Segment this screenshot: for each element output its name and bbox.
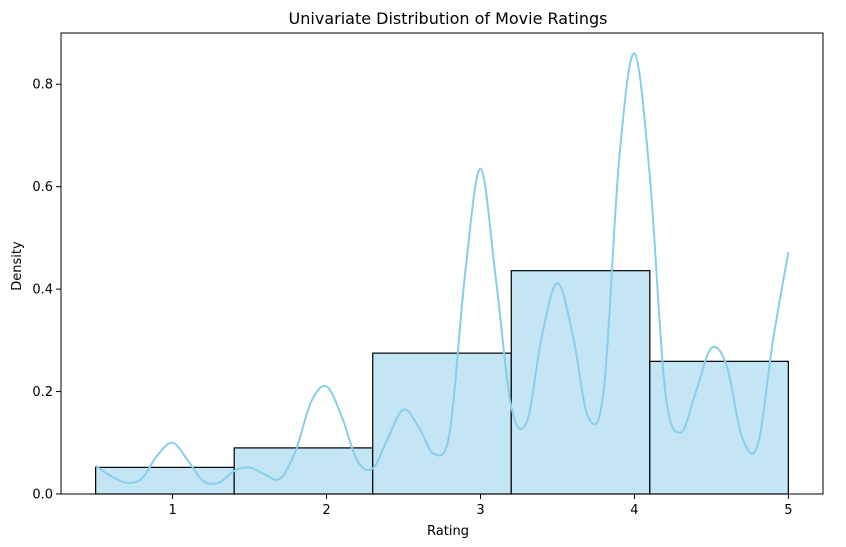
chart-title: Univariate Distribution of Movie Ratings [289,9,608,28]
y-axis-label: Density [10,241,25,291]
x-axis: 1 2 3 4 5 [168,494,793,518]
histogram-bar-2 [233,447,374,495]
y-tick-label: 0.6 [32,180,53,195]
y-axis: 0.0 0.2 0.4 0.6 0.8 [32,78,61,503]
histogram-bar-3 [372,352,512,495]
x-tick-label: 2 [322,503,330,518]
y-tick-label: 0.2 [32,385,53,400]
x-tick-label: 3 [476,503,484,518]
histogram-bars [95,270,789,495]
histogram-bar-1 [95,466,235,495]
x-tick-label: 1 [168,503,176,518]
plot-frame [60,32,824,495]
x-tick-label: 4 [630,503,638,518]
y-tick-label: 0.4 [32,283,53,298]
y-tick-label: 0.8 [32,78,53,93]
y-tick-label: 0.0 [32,488,53,503]
x-tick-label: 5 [784,503,792,518]
x-axis-label: Rating [427,524,469,539]
kde-curve [95,52,790,485]
